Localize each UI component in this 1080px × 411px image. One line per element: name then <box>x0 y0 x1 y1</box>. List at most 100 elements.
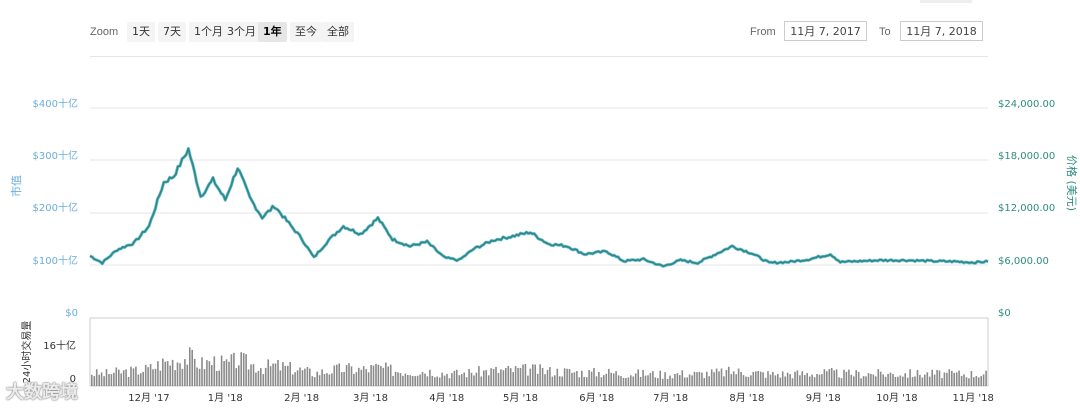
volume-bar <box>142 371 144 386</box>
volume-bar <box>561 376 563 386</box>
to-date-input[interactable]: 11月 7, 2018 <box>900 21 983 41</box>
volume-bar <box>698 371 701 386</box>
volume-bar <box>517 367 519 386</box>
volume-bar <box>255 372 257 386</box>
volume-bar <box>889 372 892 386</box>
volume-bar <box>198 368 201 386</box>
volume-bar <box>843 369 845 386</box>
volume-bar <box>340 372 343 386</box>
volume-bar <box>948 369 951 386</box>
volume-bar <box>127 376 130 386</box>
volume-bar <box>921 377 924 386</box>
volume-bar <box>781 371 784 386</box>
volume-bar <box>426 376 429 386</box>
volume-bar <box>622 377 625 386</box>
x-tick-label: 11月 '18 <box>953 392 994 404</box>
volume-bar <box>671 378 674 386</box>
volume-bar <box>877 369 880 386</box>
volume-bar <box>681 370 684 386</box>
volume-bar <box>860 378 862 386</box>
zoom-3m-button[interactable]: 3个月 <box>222 22 261 42</box>
x-tick-label: 5月 '18 <box>503 392 538 404</box>
volume-bar <box>735 374 737 386</box>
volume-bar <box>791 378 794 386</box>
zoom-1d-button[interactable]: 1天 <box>127 22 155 42</box>
volume-bar <box>372 365 375 386</box>
volume-bar <box>723 376 725 386</box>
volume-bar <box>313 377 316 386</box>
volume-bar <box>534 364 536 386</box>
volume-bar <box>862 376 865 386</box>
zoom-ytd-button[interactable]: 至今 <box>290 22 322 42</box>
volume-bar <box>625 378 627 386</box>
volume-bar <box>215 371 218 386</box>
volume-bar <box>835 369 838 386</box>
volume-bar <box>95 369 98 386</box>
right-tick-24000: $24,000.00 <box>998 99 1055 110</box>
volume-bar <box>730 374 733 386</box>
volume-bar <box>247 369 250 386</box>
volume-bar <box>637 369 639 386</box>
volume-bar <box>556 368 559 386</box>
volume-bar <box>345 365 348 386</box>
volume-bar <box>608 368 610 386</box>
volume-bar <box>149 364 152 386</box>
volume-bar <box>576 371 578 386</box>
from-date-input[interactable]: 11月 7, 2017 <box>784 21 867 41</box>
volume-bar <box>875 376 877 386</box>
volume-bar <box>262 374 265 386</box>
volume-bar <box>691 375 693 386</box>
zoom-1m-button[interactable]: 1个月 <box>189 22 228 42</box>
volume-bar <box>132 368 135 386</box>
volume-bar <box>333 365 336 386</box>
volume-bar <box>242 353 245 386</box>
volume-bar <box>977 377 980 386</box>
volume-bar <box>380 366 382 386</box>
volume-bar <box>620 376 622 386</box>
volume-bar <box>407 375 409 386</box>
volume-bar <box>833 370 835 386</box>
zoom-7d-button[interactable]: 7天 <box>158 22 186 42</box>
toolbar: Zoom 1天 7天 1个月 3个月 1年 至今 全部 From 11月 7, … <box>0 0 1080 56</box>
price-line <box>89 147 989 268</box>
volume-bar <box>429 369 431 386</box>
zoom-1y-button[interactable]: 1年 <box>258 22 287 42</box>
volume-bar <box>321 369 323 386</box>
volume-bar <box>647 375 649 386</box>
volume-bar <box>360 369 363 386</box>
volume-bar <box>348 363 350 386</box>
volume-bar <box>600 377 603 386</box>
volume-bar <box>630 375 632 386</box>
volume-bar <box>870 373 872 386</box>
volume-bar <box>933 374 936 386</box>
volume-bar <box>211 365 213 386</box>
volume-bar <box>603 375 605 386</box>
volume-bar <box>176 362 179 386</box>
volume-bar <box>757 371 759 386</box>
volume-bar <box>536 373 539 386</box>
volume-bar <box>732 371 735 386</box>
volume-bar <box>911 377 914 386</box>
volume-bar <box>98 374 100 386</box>
volume-bar <box>752 371 755 386</box>
volume-bar <box>578 377 581 386</box>
volume-bars <box>91 347 987 386</box>
volume-bar <box>110 374 113 386</box>
volume-bar <box>527 375 529 386</box>
volume-bar <box>184 359 186 386</box>
zoom-all-button[interactable]: 全部 <box>322 22 354 42</box>
volume-bar <box>370 365 372 386</box>
volume-bar <box>105 369 108 386</box>
volume-bar <box>894 376 897 386</box>
volume-bar <box>193 358 196 386</box>
volume-bar <box>267 359 269 386</box>
zoom-label: Zoom <box>90 26 119 38</box>
volume-bar <box>706 371 708 386</box>
toolbar-divider <box>90 56 988 57</box>
volume-bar <box>593 368 595 386</box>
volume-bar <box>747 376 750 386</box>
export-menu-stub[interactable] <box>920 0 972 3</box>
volume-bar <box>882 374 884 386</box>
right-tick-18000: $18,000.00 <box>998 151 1055 162</box>
x-axis: 12月 '17 1月 '18 2月 '18 3月 '18 4月 '18 5月 '18 6月 … <box>128 392 994 404</box>
